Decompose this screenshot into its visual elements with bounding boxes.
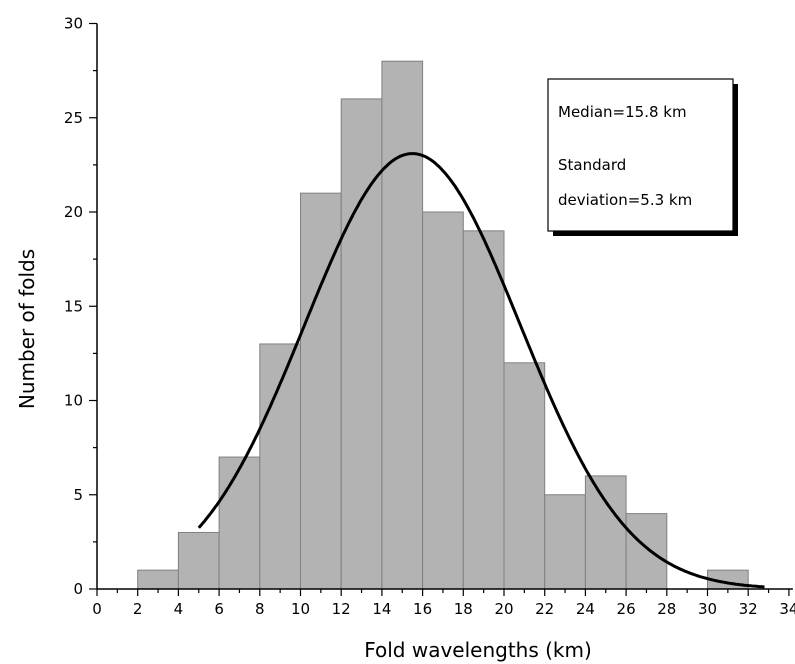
- histogram-bars: [137, 60, 749, 590]
- histogram-bar: [584, 475, 627, 590]
- x-tick-label: 16: [413, 600, 432, 618]
- x-tick-label: 26: [617, 600, 636, 618]
- x-axis-ticks: 0 2 4 6 8 10 12 14 16 18 20 22 24 26 28 30 32 34: [92, 589, 795, 618]
- histogram-bar: [625, 513, 668, 590]
- x-tick-label: 20: [494, 600, 513, 618]
- histogram-bar: [137, 569, 179, 590]
- legend-stddev-value: deviation=5.3 km: [558, 191, 692, 209]
- legend-frame: [547, 78, 734, 232]
- histogram-bar: [544, 494, 586, 590]
- x-tick-label: 4: [174, 600, 184, 618]
- legend-stddev-label: Standard: [558, 156, 626, 174]
- histogram-bar: [503, 362, 546, 590]
- x-axis-title: Fold wavelengths (km): [364, 638, 592, 662]
- x-tick-label: 6: [214, 600, 224, 618]
- histogram-bar: [340, 98, 383, 590]
- stats-legend-box: Median=15.8 km Standard deviation=5.3 km: [547, 78, 738, 236]
- x-tick-label: 24: [576, 600, 595, 618]
- legend-median-text: Median=15.8 km: [558, 103, 687, 121]
- x-tick-label: 32: [739, 600, 758, 618]
- histogram-bar: [381, 60, 424, 590]
- x-tick-label: 22: [535, 600, 554, 618]
- y-tick-label: 20: [64, 203, 83, 221]
- histogram-bar: [462, 230, 505, 590]
- y-axis-title: Number of folds: [15, 249, 39, 409]
- x-tick-label: 30: [698, 600, 717, 618]
- histogram-bar: [422, 211, 464, 590]
- x-tick-label: 12: [332, 600, 351, 618]
- y-tick-label: 15: [64, 297, 83, 315]
- y-tick-label: 25: [64, 109, 83, 127]
- y-tick-label: 30: [64, 15, 83, 33]
- y-tick-label: 5: [73, 486, 83, 504]
- y-tick-label: 10: [64, 392, 83, 410]
- x-tick-label: 18: [454, 600, 473, 618]
- x-tick-label: 14: [372, 600, 391, 618]
- y-axis-ticks: 0 5 10 15 20 25 30: [64, 15, 97, 598]
- x-tick-label: 34: [779, 600, 795, 618]
- x-tick-label: 10: [291, 600, 310, 618]
- x-tick-label: 2: [133, 600, 143, 618]
- normal-fit-curve: [197, 152, 765, 589]
- x-tick-label: 8: [255, 600, 265, 618]
- y-tick-label: 0: [73, 580, 83, 598]
- x-tick-label: 28: [657, 600, 676, 618]
- histogram-bar: [218, 456, 261, 590]
- x-tick-label: 0: [92, 600, 102, 618]
- histogram-bar: [177, 531, 220, 590]
